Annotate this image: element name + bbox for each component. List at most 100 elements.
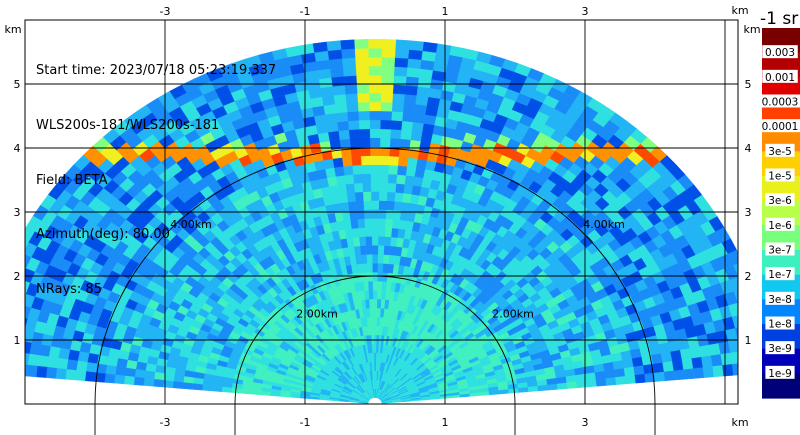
rhi-cell [373,325,377,336]
rhi-cell [66,359,78,371]
rhi-cell [324,112,338,124]
rhi-cell [386,191,396,202]
rhi-cell [404,175,415,186]
rhi-sector-cells [0,39,764,404]
plot-info-block: Start time: 2023/07/18 05:23:19.337 WLS2… [36,26,276,317]
rhi-cell [377,227,386,237]
rhi-cell [340,39,355,50]
rhi-cell [376,298,382,309]
rhi-cell [0,300,12,314]
rhi-cell [351,155,362,166]
rhi-cell [379,155,390,166]
rhi-cell [353,39,369,49]
rhi-cell [740,350,752,363]
rhi-cell [376,307,381,318]
colorbar-tick-label: 1e-8 [768,319,792,331]
rhi-cell [326,121,339,133]
rhi-cell [435,43,452,55]
rhi-cell [381,39,397,49]
field-line: Field: BETA [36,172,108,188]
rhi-cell [357,101,370,112]
rhi-cell [0,350,10,363]
y-tick-label-right: 4 [745,142,752,155]
rhi-cell [391,218,400,229]
rhi-cell [701,355,713,368]
start-time-line: Start time: 2023/07/18 05:23:19.337 [36,63,277,79]
rhi-cell [390,227,399,238]
rhi-cell [340,48,356,59]
rhi-cell [356,83,370,94]
rhi-cell [372,280,378,291]
rhi-cell [400,129,412,140]
rhi-cell [400,201,411,213]
rhi-cell [85,362,98,373]
rhi-cell [624,374,637,385]
rhi-cell [358,110,370,121]
rhi-cell [9,303,22,317]
rhi-cell [378,218,386,228]
rhi-cell [5,314,18,328]
rhi-cell [0,285,7,300]
rhi-cell [710,353,723,367]
rhi-cell [360,254,368,264]
rhi-cell [391,111,404,122]
rhi-cell [382,254,390,264]
rhi-cell [318,77,333,89]
rhi-cell [393,66,408,77]
y-tick-label-right: 2 [745,270,752,283]
rhi-cell [329,67,344,78]
rhi-cell [415,158,428,170]
x-tick-label-bottom: 1 [442,416,449,429]
rhi-cell [751,310,764,324]
rhi-cell [654,371,666,382]
rhi-cell [8,351,19,364]
rhi-cell [7,363,18,376]
rhi-cell [8,250,23,265]
rhi-cell [364,218,372,228]
rhi-cell [418,140,431,152]
rhi-cell [0,336,3,350]
rhi-cell [376,289,382,300]
rhi-cell [691,356,704,369]
rhi-cell [388,254,396,265]
rhi-cell [371,218,379,228]
rhi-cell [25,364,28,377]
rhi-cell [371,254,379,264]
azimuth-line: Azimuth(deg): 80.00 [36,227,170,243]
rhi-cell [403,93,417,105]
x-unit-label-bottom: km [731,416,748,429]
rhi-cell [37,355,49,368]
rhi-cell [389,245,397,256]
rhi-cell [414,167,426,179]
rhi-cell [201,384,213,392]
rhi-cell [381,272,388,282]
rhi-cell [652,362,665,373]
rhi-cell [692,366,705,379]
rhi-cell [702,365,715,378]
rhi-cell [752,361,763,374]
rhi-cell [352,173,363,184]
rhi-cell [399,138,411,149]
rhi-cell [359,245,367,256]
rhi-cell [345,93,358,104]
rhi-cell [143,377,155,387]
rhi-cell [172,381,184,389]
rhi-cell [25,353,30,366]
rhi-cell [312,41,328,53]
colorbar-tick-label: 3e-7 [768,245,792,257]
rhi-cell [344,174,355,185]
nrays-line: NRays: 85 [36,281,102,297]
rhi-cell [333,166,345,177]
rhi-cell [395,183,405,194]
rhi-cell [360,155,371,166]
rhi-cell [722,363,734,377]
rhi-cell [405,76,420,87]
rhi-cell [371,236,379,246]
rhi-cell [369,137,381,147]
rhi-cell [74,370,87,382]
rhi-cell [211,385,223,392]
rhi-cell [370,182,380,192]
rhi-cell [381,56,396,67]
rhi-cell [372,263,378,273]
